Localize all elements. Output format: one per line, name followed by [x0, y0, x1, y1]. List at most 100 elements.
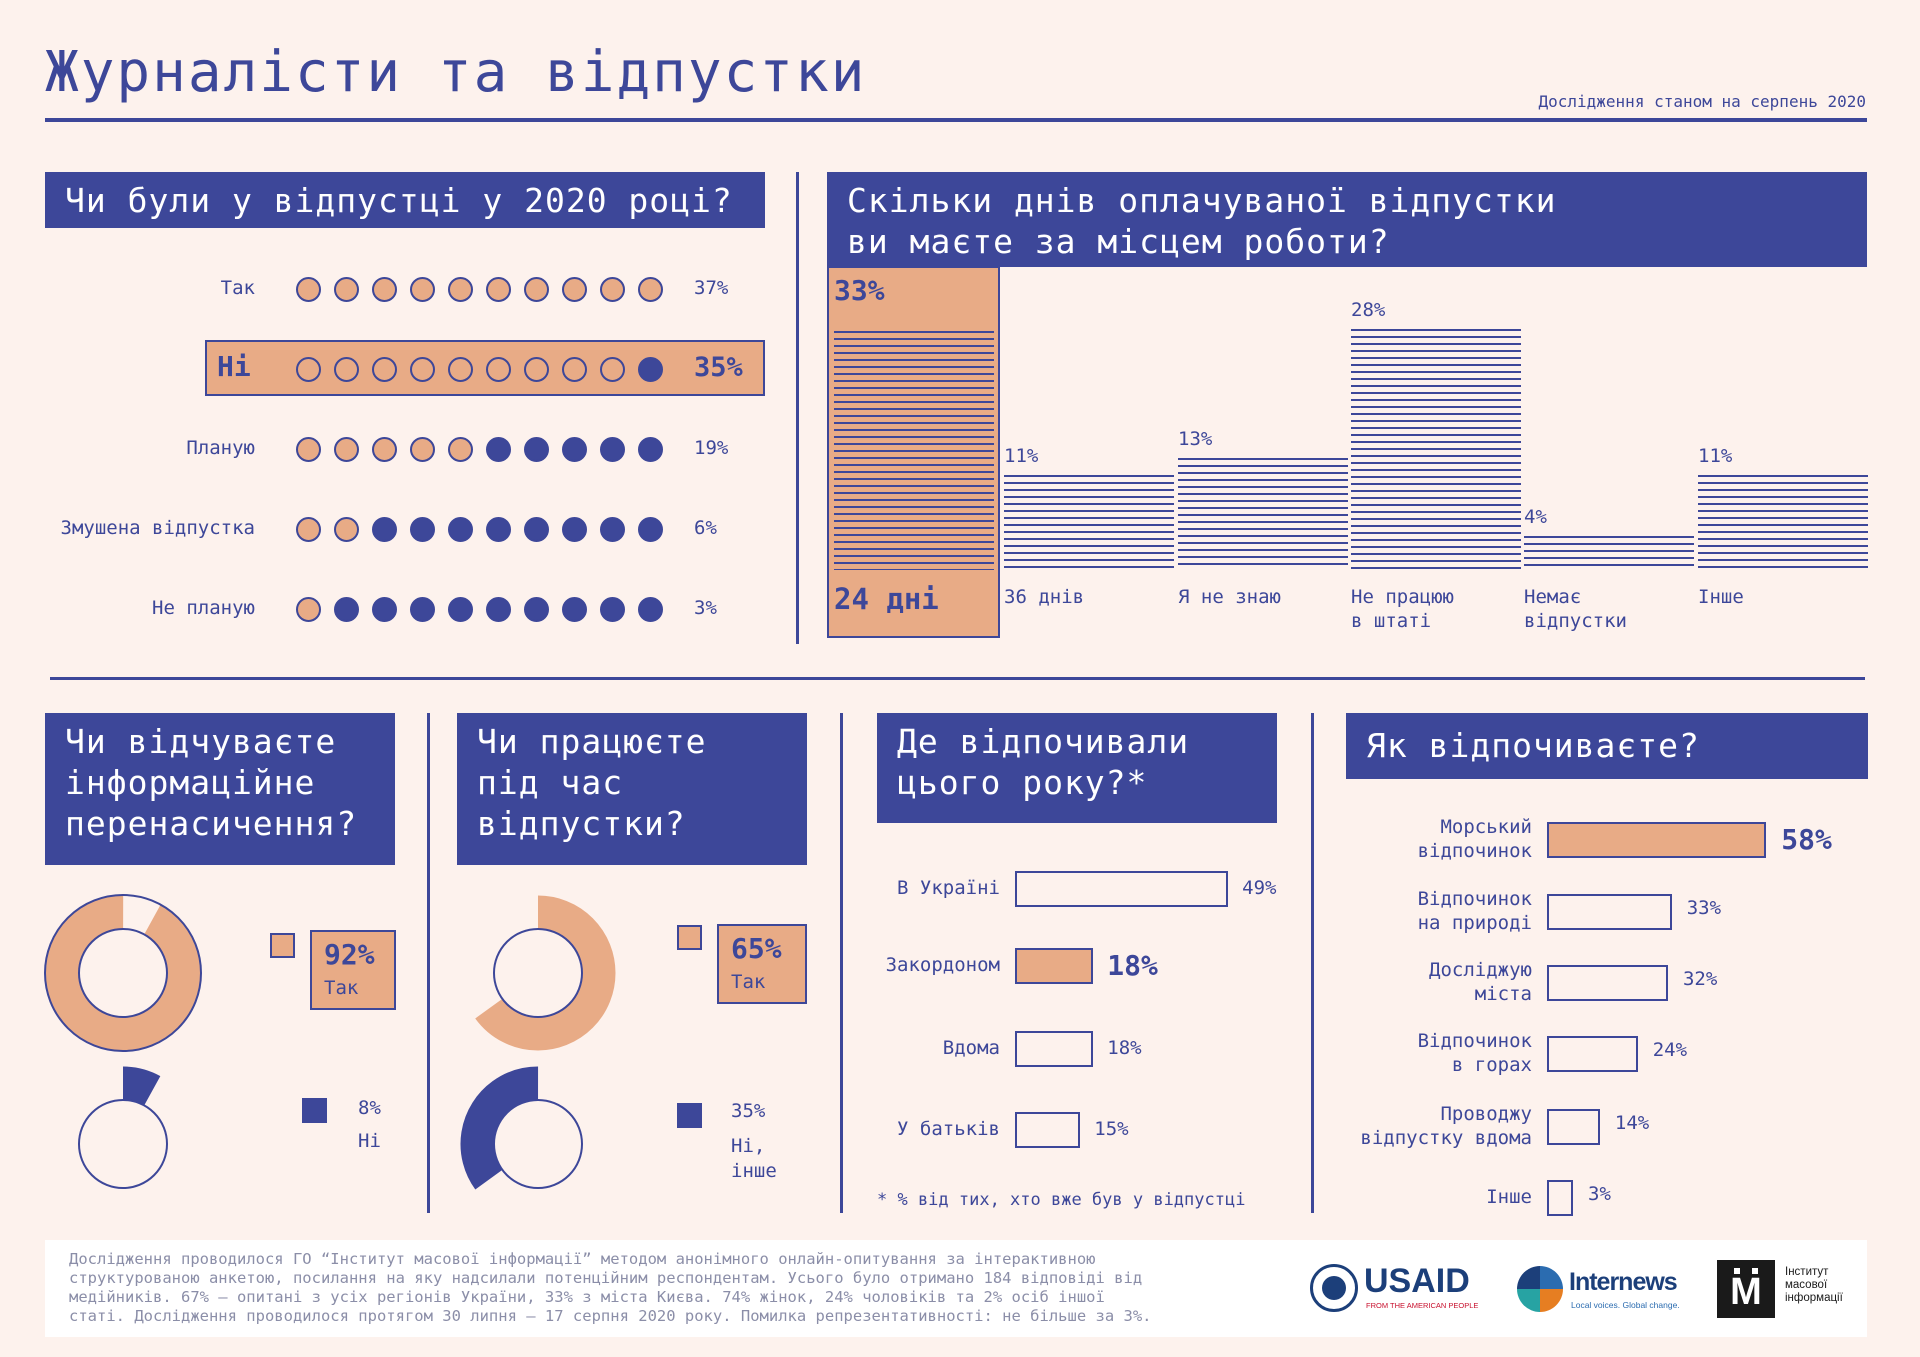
q3-no-arc	[45, 1066, 201, 1190]
imi-name: Інститут масової інформації	[1785, 1266, 1843, 1305]
q1-dot	[334, 277, 359, 302]
q3-no-swatch	[302, 1098, 327, 1123]
q6-row-label-2: відпустку вдома	[1360, 1127, 1532, 1149]
q5-row-label: В Україні	[897, 877, 1000, 899]
imi-logo: М Інститут масової інформації	[1717, 1260, 1857, 1320]
q2-bar	[1178, 458, 1348, 570]
q3-no-inner	[78, 1099, 168, 1189]
usaid-logo: USAID FROM THE AMERICAN PEOPLE	[1310, 1262, 1480, 1316]
q2-category-label-2: відпустки	[1524, 610, 1627, 632]
q1-dot	[448, 277, 473, 302]
q1-dot	[296, 597, 321, 622]
q2-bar-label: 33%	[834, 274, 885, 308]
q1-row-label: Так	[220, 277, 255, 299]
q5-title: Де відпочивали цього року?*	[877, 713, 1277, 823]
q5-bar-value: 18%	[1107, 949, 1158, 982]
imi-name-line-2: масової	[1785, 1279, 1828, 1291]
q5-bar	[1015, 948, 1094, 984]
q3-yes-swatch	[270, 933, 295, 958]
q4-no-swatch	[677, 1103, 702, 1128]
q1-dot	[372, 357, 397, 382]
q1-title: Чи були у відпустці у 2020 році?	[45, 172, 765, 228]
q1-dot	[600, 277, 625, 302]
internews-globe-icon	[1517, 1266, 1563, 1312]
q3-title-line3: перенасичення?	[65, 804, 358, 843]
q4-no-label-2: інше	[731, 1160, 777, 1182]
q4-title-line3: відпустки?	[477, 804, 686, 843]
q2-bar	[1004, 475, 1174, 570]
footer-text: Дослідження проводилося ГО “Інститут мас…	[69, 1250, 1152, 1326]
q1-dot	[600, 517, 625, 542]
q5-bar-value: 49%	[1242, 877, 1277, 899]
footer-line-4: статі. Дослідження проводилося протягом …	[69, 1307, 1152, 1325]
q6-title: Як відпочиваєте?	[1346, 713, 1868, 779]
q5-bar-value: 15%	[1094, 1118, 1129, 1140]
q4-yes-label: Так	[731, 971, 766, 993]
q6-row-label: Відпочинок	[1417, 1030, 1532, 1052]
q4-yes-inner	[493, 928, 583, 1018]
q5-row-label: Вдома	[942, 1037, 1000, 1059]
q3-title: Чи відчуваєте інформаційне перенасичення…	[45, 713, 395, 865]
q1-dot	[562, 597, 587, 622]
q4-no-inner	[493, 1099, 583, 1189]
q1-dot	[638, 597, 663, 622]
q6-row-label: Досліджую	[1429, 959, 1532, 981]
q2-title: Скільки днів оплачуваної відпустки ви ма…	[827, 172, 1867, 267]
q3-yes-arc	[45, 895, 201, 1051]
q6-bar	[1547, 1180, 1573, 1216]
q1-dot	[486, 277, 511, 302]
q6-bar-value: 32%	[1682, 968, 1718, 990]
q6-bar	[1547, 1036, 1638, 1072]
q6-bar	[1547, 965, 1668, 1001]
q2-bar-label: 28%	[1351, 299, 1386, 322]
q1-row-value: 37%	[694, 277, 729, 299]
q1-row-label: Планую	[186, 437, 255, 459]
q2-bar-label: 13%	[1178, 428, 1213, 451]
q6-bar-value: 24%	[1652, 1039, 1688, 1061]
q6-bar	[1547, 894, 1672, 930]
divider-q4-q5	[840, 713, 843, 1213]
footer-line-2: структурованою анкетою, посилання на яку…	[69, 1269, 1143, 1287]
header-rule	[45, 118, 1867, 122]
q1-dot	[334, 597, 359, 622]
q1-dot	[600, 597, 625, 622]
q2-title-line1: Скільки днів оплачуваної відпустки	[847, 181, 1557, 220]
page-subtitle: Дослідження станом на серпень 2020	[1538, 92, 1866, 111]
imi-mark-icon: М	[1717, 1260, 1775, 1318]
q4-yes-pct: 65%	[731, 932, 782, 965]
q1-dot	[486, 357, 511, 382]
q1-row-label: Змушена відпустка	[60, 517, 255, 539]
q1-dot	[296, 517, 321, 542]
q3-yes-label: Так	[324, 977, 359, 999]
q1-dot	[562, 357, 587, 382]
footer-line-3: медійників. 67% – опитані з усіх регіоні…	[69, 1288, 1105, 1306]
q3-yes-box: 92% Так	[310, 930, 396, 1010]
q4-yes-box: 65% Так	[717, 924, 807, 1004]
q1-dot	[638, 437, 663, 462]
q1-row-value: 19%	[694, 437, 729, 459]
q5-title-line1: Де відпочивали	[897, 722, 1190, 761]
q2-bar	[834, 331, 994, 570]
q3-yes-inner	[78, 928, 168, 1018]
usaid-tagline: FROM THE AMERICAN PEOPLE	[1366, 1301, 1479, 1310]
q1-dot	[448, 437, 473, 462]
divider-q5-q6	[1311, 713, 1314, 1213]
q6-bar-value: 33%	[1686, 897, 1722, 919]
q3-no-label: Ні	[358, 1130, 381, 1152]
q6-row-label-2: на природі	[1417, 912, 1532, 934]
q5-bar	[1015, 1112, 1081, 1148]
q6-bar	[1547, 822, 1767, 858]
q1-dot	[562, 437, 587, 462]
q6-bar-value: 3%	[1588, 1183, 1611, 1205]
q1-highlight-box	[205, 340, 765, 396]
q4-no-pct: 35%	[731, 1100, 766, 1122]
q2-title-line2: ви маєте за місцем роботи?	[847, 222, 1390, 261]
q2-category-label: 24 дні	[834, 582, 939, 616]
q2-bar-label: 11%	[1004, 445, 1039, 468]
q4-no-label-1: Ні,	[731, 1135, 766, 1157]
q1-dot	[410, 277, 435, 302]
q1-dot	[524, 277, 549, 302]
q1-dot	[600, 357, 625, 382]
q1-dot	[410, 597, 435, 622]
middle-rule	[50, 677, 1865, 680]
